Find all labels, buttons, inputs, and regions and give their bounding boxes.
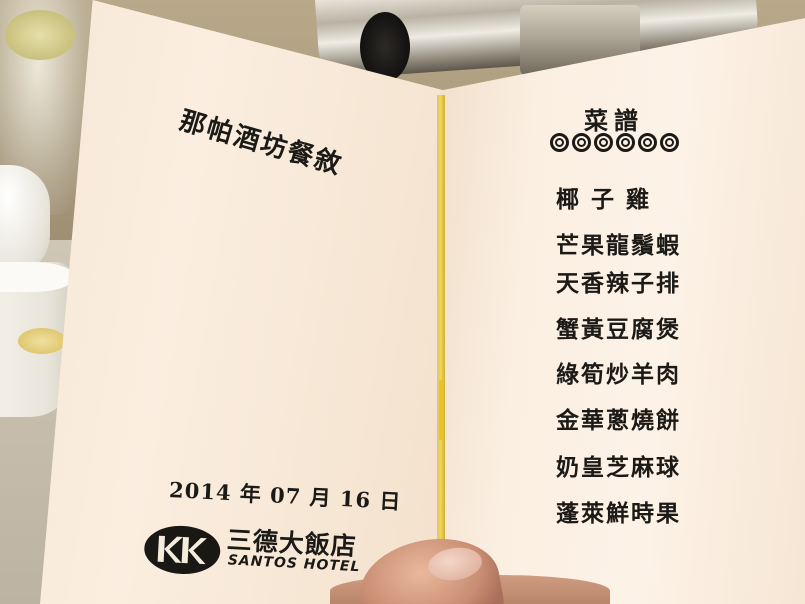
dish-item: 金華蔥燒餅 (556, 407, 681, 434)
circle-icon (572, 133, 591, 152)
menu-right-page (440, 18, 805, 604)
dish-item: 蟹黃豆腐煲 (556, 316, 681, 343)
metal-roller-cap (360, 12, 410, 82)
menu-spine (437, 95, 445, 604)
dish-item: 綠筍炒羊肉 (556, 361, 681, 388)
dish-item: 天香辣子排 (556, 270, 681, 297)
dish-item: 蓬萊鮮時果 (556, 500, 681, 527)
tea-liquid (18, 328, 66, 354)
tea-cup-rim (0, 262, 75, 292)
circle-icon (660, 133, 679, 152)
circle-icon (550, 133, 569, 152)
circle-icon (594, 133, 613, 152)
decorative-circles (550, 133, 679, 161)
hotel-logo: 三德大飯店 SANTOS HOTEL (142, 516, 385, 598)
menu-heading: 菜譜 (584, 106, 644, 135)
circle-icon (638, 133, 657, 152)
menu-binding-thread (439, 380, 443, 440)
dish-item: 芒果龍鬚蝦 (556, 232, 681, 259)
white-bowl (0, 165, 50, 275)
santos-hotel-logo-icon (143, 523, 222, 576)
circle-icon (616, 133, 635, 152)
dish-item: 椰 子 雞 (556, 186, 652, 213)
wine-liquid (5, 10, 75, 60)
dish-item: 奶皇芝麻球 (556, 454, 681, 481)
menu-left-page (40, 0, 445, 604)
